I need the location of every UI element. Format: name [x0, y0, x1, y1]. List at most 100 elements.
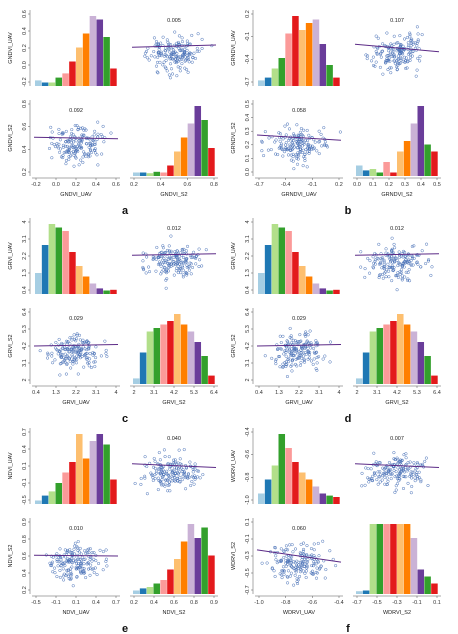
upper-scatter-point	[183, 476, 188, 480]
upper-scatter-point	[404, 270, 408, 274]
upper-scatter-point	[397, 250, 401, 254]
lower-scatter-point	[314, 576, 319, 580]
upper-scatter-point	[387, 269, 391, 273]
upper-scatter-point	[191, 255, 195, 259]
lower-scatter-point	[301, 547, 306, 551]
uav-histogram-bar	[292, 252, 299, 294]
s2-histogram-bar	[431, 151, 438, 176]
upper-scatter-point	[400, 264, 404, 268]
lower-scatter-point	[285, 363, 289, 367]
lower-scatter-point	[304, 569, 308, 573]
lower-scatter-point	[310, 572, 314, 576]
lower-scatter-point	[65, 144, 69, 148]
upper-scatter-point	[147, 58, 151, 62]
y-axis-label-s2: GRVI_S2	[231, 334, 237, 357]
lower-scatter-point	[73, 155, 78, 159]
upper-scatter-point	[426, 483, 430, 488]
lower-scatter-point	[83, 347, 87, 351]
lower-scatter-point	[87, 364, 91, 368]
lower-scatter-point	[86, 155, 90, 159]
right-x-tick-label: 6.4	[210, 390, 218, 396]
lower-y-tick-label: 0.6	[22, 123, 28, 131]
lower-scatter-point	[58, 150, 62, 154]
lower-scatter-point	[303, 562, 307, 566]
lower-scatter-point	[68, 350, 72, 354]
lower-scatter-point	[57, 337, 61, 341]
upper-scatter-point	[400, 274, 404, 278]
s2-histogram-bar	[369, 524, 377, 594]
upper-scatter-point	[416, 475, 420, 479]
lower-scatter-point	[53, 358, 57, 362]
uav-histogram-bar	[299, 30, 306, 86]
uav-histogram-bar	[264, 245, 272, 294]
panel-letter: a	[122, 205, 129, 217]
upper-scatter-point	[405, 66, 409, 70]
upper-scatter-point	[409, 263, 413, 267]
s2-histogram-bar	[133, 590, 140, 594]
upper-scatter-point	[414, 467, 418, 471]
upper-scatter-point	[172, 50, 176, 54]
lower-scatter-point	[90, 567, 94, 571]
left-x-tick-label: -0.6	[308, 600, 317, 606]
s2-histogram-bar	[376, 328, 384, 384]
upper-scatter-point	[153, 477, 157, 481]
left-x-tick-label: -0.1	[51, 600, 60, 606]
upper-scatter-point	[169, 262, 173, 266]
upper-scatter-point	[161, 268, 165, 272]
upper-scatter-point	[160, 258, 165, 262]
upper-scatter-point	[385, 58, 389, 63]
lower-scatter-point	[303, 152, 307, 156]
lower-scatter-point	[328, 549, 332, 553]
lower-scatter-point	[302, 155, 306, 159]
upper-scatter-point	[161, 244, 165, 248]
upper-scatter-point	[377, 242, 381, 246]
lower-scatter-point	[288, 563, 292, 567]
lower-scatter-point	[50, 354, 54, 358]
upper-scatter-point	[185, 57, 189, 61]
lower-scatter-point	[310, 144, 314, 148]
lower-scatter-point	[52, 143, 56, 147]
upper-scatter-point	[390, 472, 394, 476]
upper-scatter-point	[173, 30, 177, 34]
lower-scatter-point	[70, 353, 74, 357]
lower-scatter-point	[294, 570, 298, 574]
upper-scatter-point	[382, 264, 386, 268]
uav-histogram-bar	[264, 479, 272, 504]
upper-scatter-point	[398, 477, 402, 481]
uav-histogram-bar	[285, 448, 292, 504]
s2-histogram-bar	[362, 352, 370, 384]
upper-scatter-point	[412, 244, 416, 248]
upper-y-tick-label: 0.2	[22, 44, 28, 52]
lower-scatter-point	[283, 143, 288, 147]
upper-scatter-point	[160, 262, 164, 266]
upper-scatter-point	[175, 51, 179, 55]
upper-scatter-point	[144, 271, 148, 275]
upper-scatter-point	[413, 476, 417, 480]
lower-scatter-point	[289, 341, 293, 345]
upper-scatter-point	[164, 271, 169, 275]
lower-scatter-point	[77, 354, 81, 358]
lower-scatter-point	[298, 130, 302, 134]
upper-scatter-point	[195, 469, 199, 473]
upper-scatter-point	[170, 52, 174, 56]
s2-histogram-bar	[201, 527, 208, 594]
upper-y-tick-label: 0.4	[22, 286, 28, 294]
x-axis-label-s2: GRVI_S2	[385, 400, 408, 406]
lower-scatter-point	[104, 348, 108, 352]
lower-scatter-point	[74, 337, 78, 341]
lower-y-tick-label: 6.4	[22, 308, 28, 316]
lower-scatter-point	[77, 163, 81, 167]
lower-scatter-point	[296, 151, 300, 155]
lower-scatter-point	[270, 567, 274, 571]
lower-scatter-point	[296, 578, 300, 582]
lower-y-tick-label: -0.3	[245, 551, 251, 560]
upper-scatter-point	[427, 258, 431, 262]
x-axis-label-s2: WDRVI_S2	[383, 610, 411, 616]
upper-scatter-point	[396, 264, 400, 268]
upper-scatter-point	[197, 265, 201, 269]
lower-scatter-point	[282, 568, 286, 572]
uav-histogram-bar	[103, 290, 110, 294]
uav-histogram-bar	[89, 441, 97, 504]
right-x-tick-label: 2	[355, 390, 358, 396]
upper-scatter-point	[424, 242, 429, 246]
